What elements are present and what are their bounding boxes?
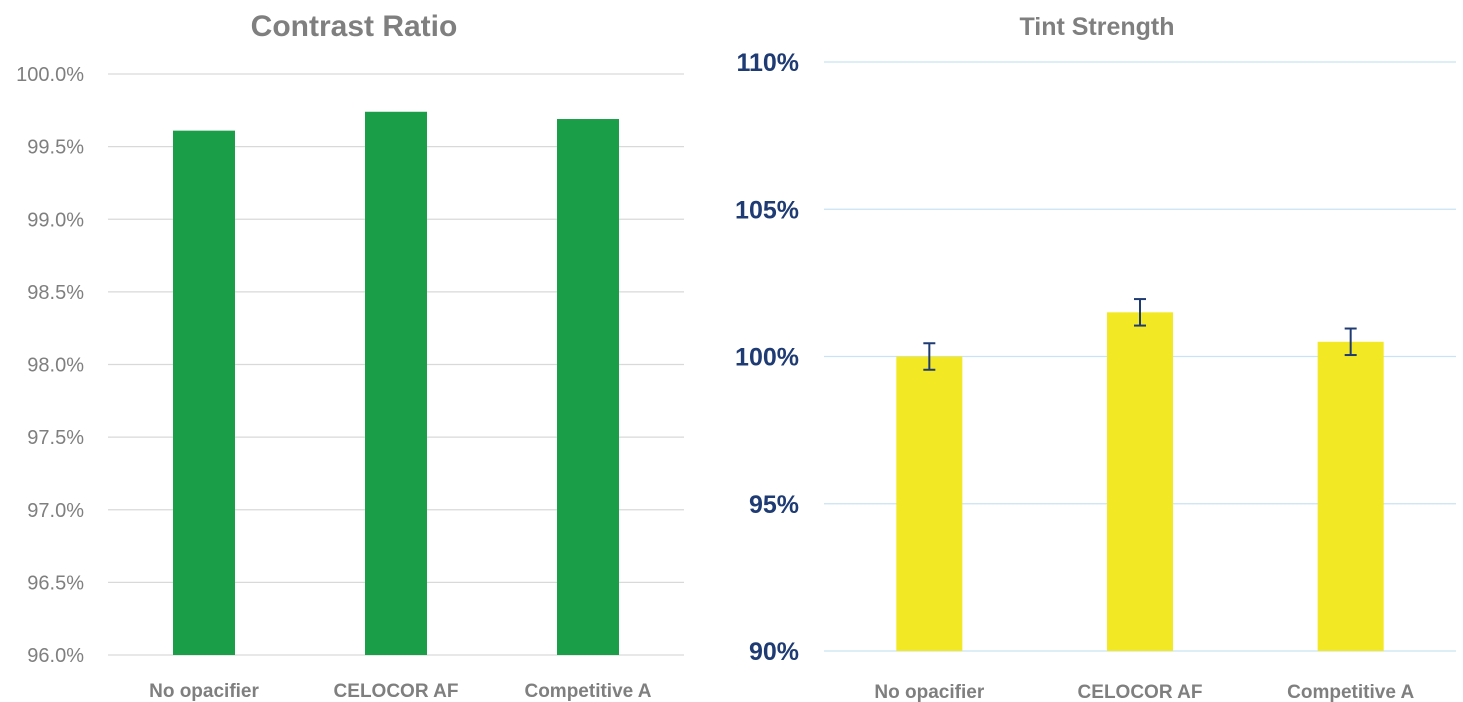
y-tick-label: 96.0% xyxy=(27,645,84,667)
chart-title: Tint Strength xyxy=(1019,13,1174,41)
x-tick-label: No opacifier xyxy=(149,681,259,702)
y-tick-label: 97.5% xyxy=(27,427,84,449)
x-tick-label: No opacifier xyxy=(874,682,984,702)
bars xyxy=(896,312,1384,651)
y-tick-label: 90% xyxy=(749,638,799,666)
chart-title: Contrast Ratio xyxy=(251,10,458,43)
bars xyxy=(173,111,619,656)
y-tick-label: 97.0% xyxy=(27,500,84,522)
tint-strength-chart: Tint Strength 90% 95% 100% 105% 110% No opac… xyxy=(735,13,1456,702)
x-axis-ticks: No opacifier CELOCOR AF Competitive A xyxy=(149,681,652,702)
x-axis-ticks: No opacifier CELOCOR AF Competitive A xyxy=(874,682,1414,702)
y-tick-label: 100% xyxy=(735,344,799,372)
error-bars xyxy=(923,298,1357,371)
bar xyxy=(173,130,235,655)
y-tick-label: 98.5% xyxy=(27,282,84,304)
x-tick-label: Competitive A xyxy=(1287,682,1414,702)
y-tick-label: 98.0% xyxy=(27,355,84,377)
y-tick-label: 95% xyxy=(749,491,799,519)
y-tick-label: 99.0% xyxy=(27,209,84,231)
x-tick-label: CELOCOR AF xyxy=(1078,682,1203,702)
bar xyxy=(557,119,619,656)
x-tick-label: Competitive A xyxy=(524,681,651,702)
y-tick-label: 105% xyxy=(735,196,799,224)
y-tick-label: 96.5% xyxy=(27,572,84,594)
bar xyxy=(896,356,963,651)
y-tick-label: 100.0% xyxy=(16,64,84,86)
bar xyxy=(365,111,427,655)
y-tick-label: 99.5% xyxy=(27,137,84,159)
bar xyxy=(1107,312,1173,651)
x-tick-label: CELOCOR AF xyxy=(334,681,459,702)
y-axis-ticks: 96.0% 96.5% 97.0% 97.5% 98.0% 98.5% 99.0% 99.5%… xyxy=(16,64,84,667)
bar xyxy=(1317,341,1384,651)
contrast-ratio-chart: Contrast Ratio 96.0% 96.5% 97.0% 97.5% 98.0%… xyxy=(16,10,684,702)
y-tick-label: 110% xyxy=(736,49,799,77)
y-axis-ticks: 90% 95% 100% 105% 110% xyxy=(735,49,799,666)
